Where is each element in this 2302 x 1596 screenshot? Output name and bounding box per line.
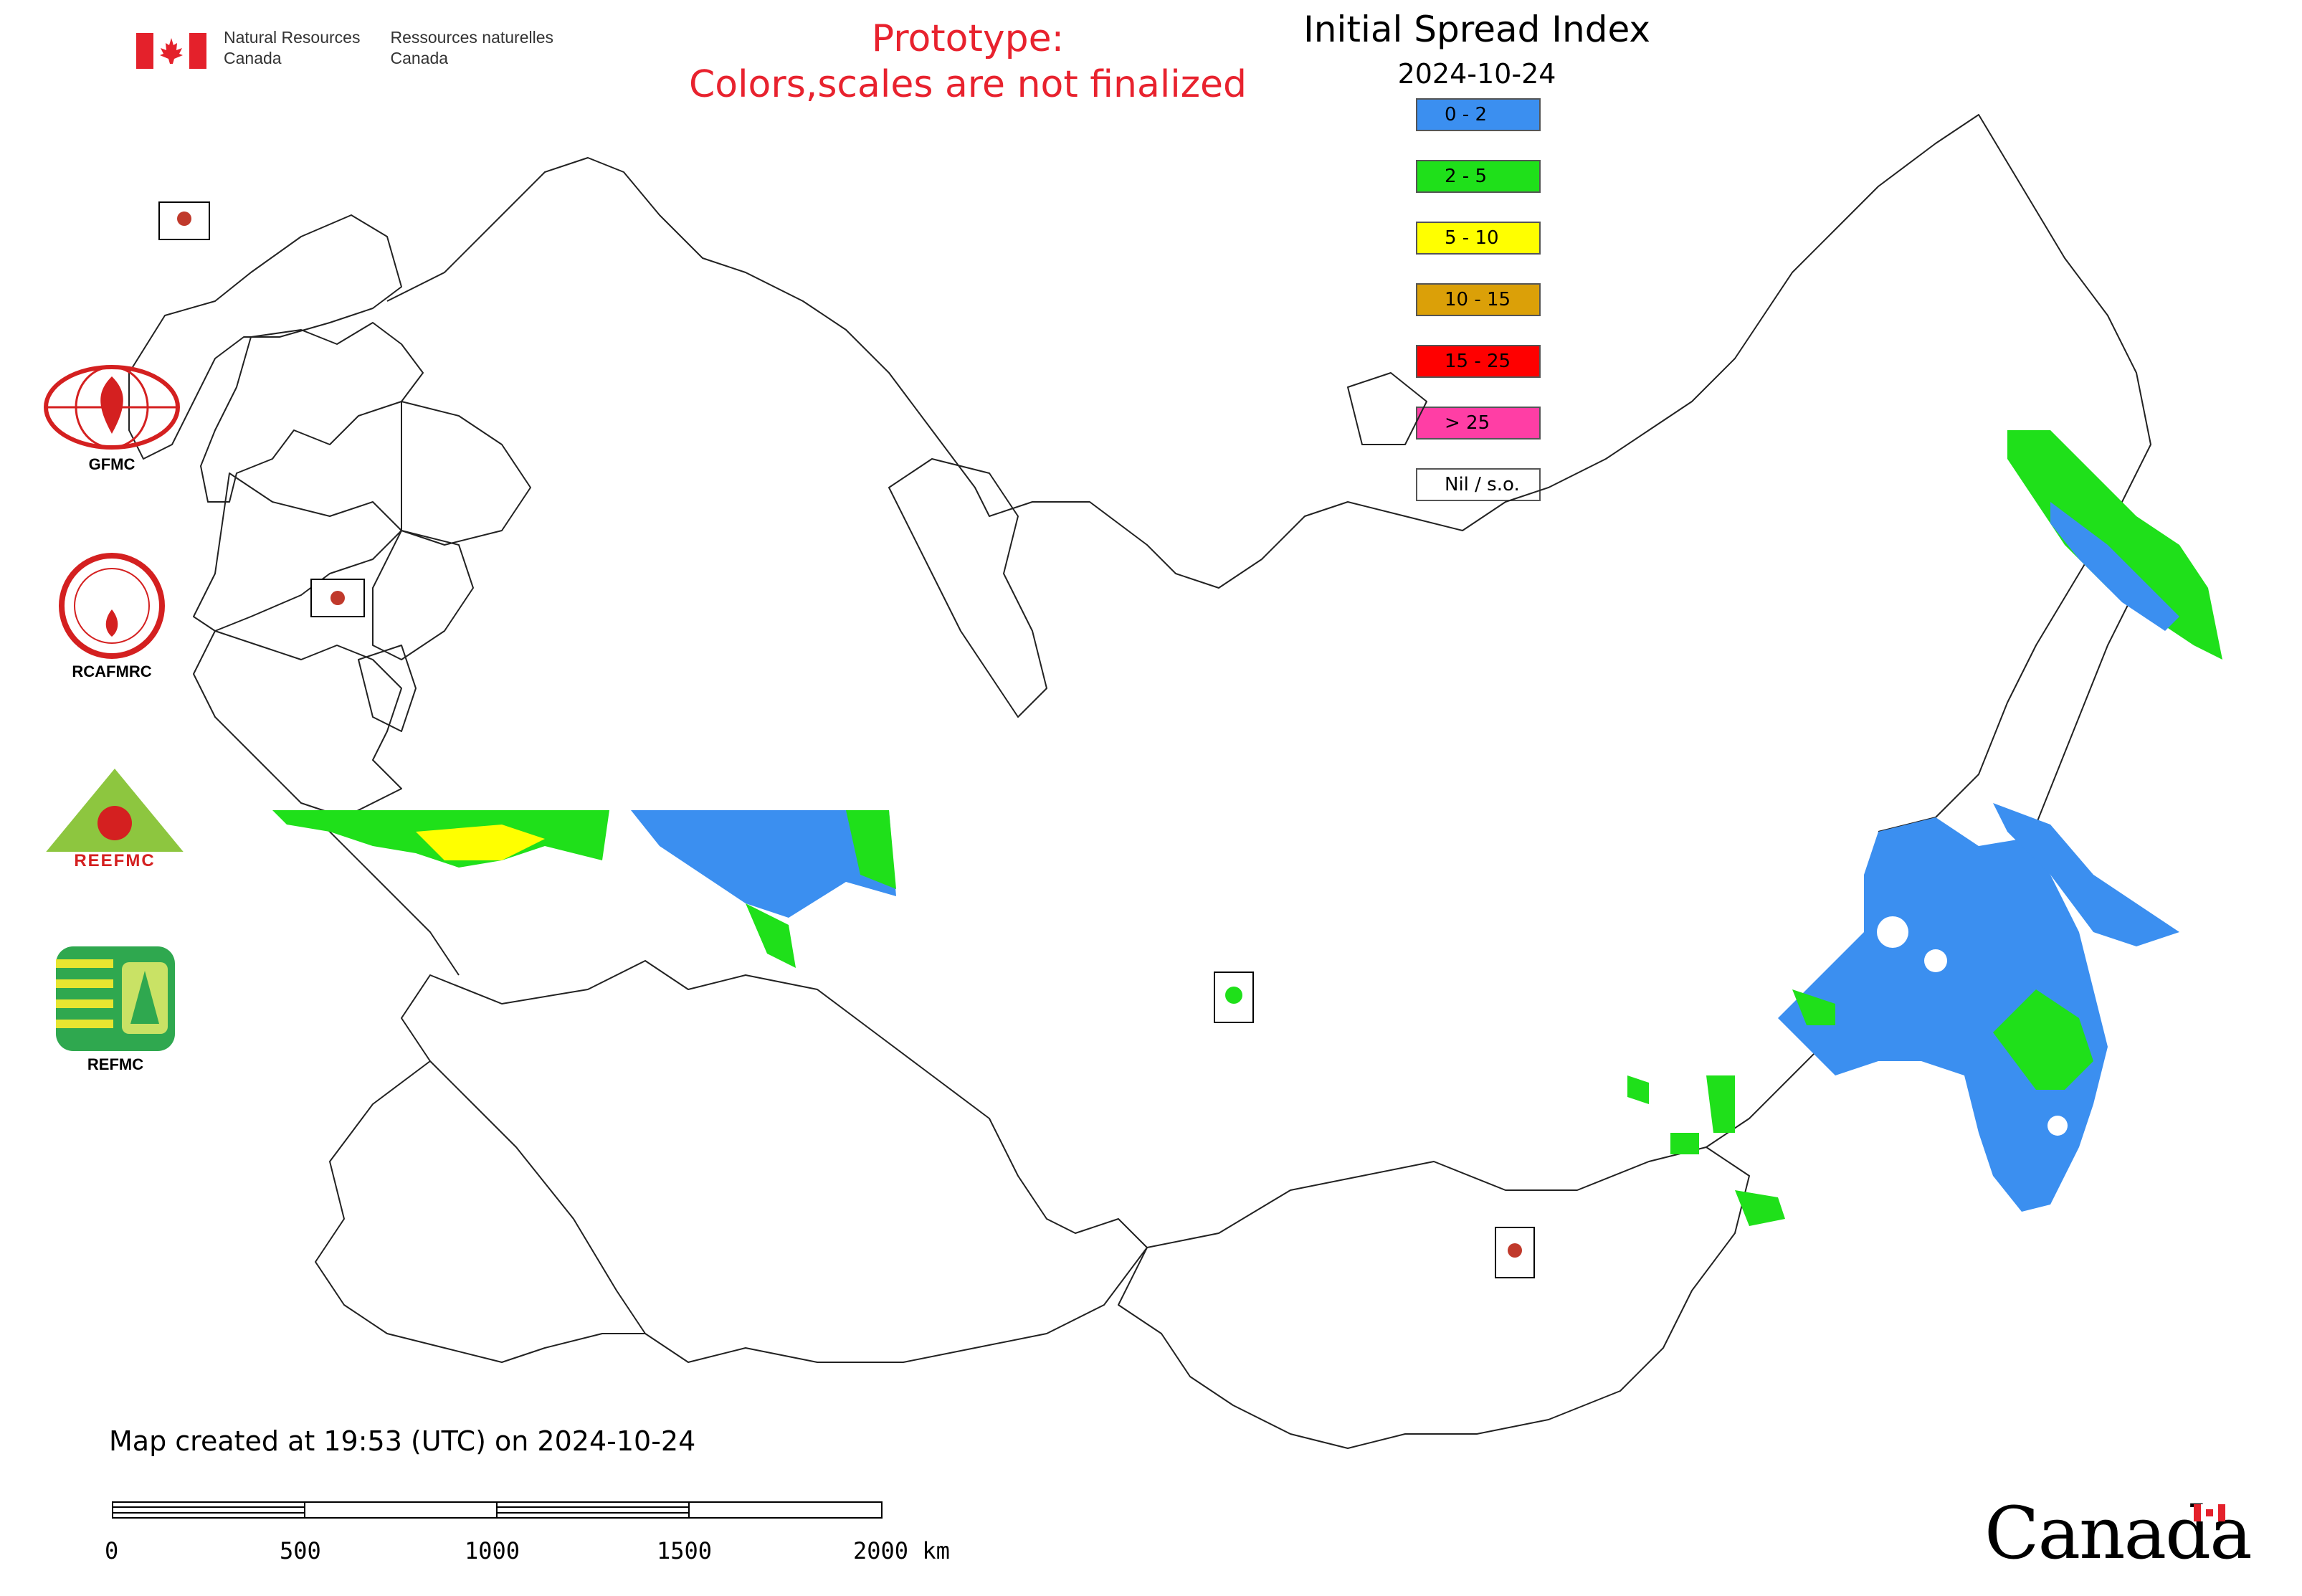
legend-label: 5 - 10 (1445, 227, 1499, 249)
scale-bar (112, 1501, 883, 1519)
scale-tick-0: 0 (105, 1537, 119, 1564)
legend-label: 2 - 5 (1445, 166, 1487, 187)
legend-item-6: Nil / s.o. (1416, 468, 1541, 501)
legend-item-4: 15 - 25 (1416, 345, 1541, 378)
reefmc-wordmark: REEFMC (74, 851, 155, 870)
rcafmrc-emblem-icon (59, 553, 165, 659)
scale-tick-1500: 1500 (657, 1537, 713, 1564)
canada-flag-icon (136, 33, 206, 69)
refmc-label: REFMC (87, 1055, 144, 1073)
notice-line1: Prototype: (871, 17, 1065, 60)
org-name-en: Natural Resources Canada (224, 27, 360, 69)
org-fr-line1: Ressources naturelles (390, 28, 554, 47)
prototype-notice: Prototype: Colors,scales are not finaliz… (645, 16, 1290, 108)
org-en-line1: Natural Resources (224, 28, 361, 47)
map-title: Initial Spread Index (1303, 9, 1650, 50)
org-en-line2: Canada (224, 49, 282, 67)
map-created-text: Map created at 19:53 (UTC) on 2024-10-24 (109, 1425, 696, 1457)
reefmc-triangle-icon: REEFMC (40, 769, 189, 870)
legend-label: 15 - 25 (1445, 351, 1511, 372)
scale-tick-1000: 1000 (465, 1537, 520, 1564)
refmc-logo: REFMC (54, 945, 184, 1074)
scale-tick-2000: 2000 km (853, 1537, 950, 1564)
refmc-emblem-icon (56, 946, 175, 1051)
map-date: 2024-10-24 (1397, 58, 1556, 90)
legend-label: 10 - 15 (1445, 289, 1511, 310)
reefmc-logo: REEFMC (36, 766, 194, 876)
wordmark-flag-icon (2194, 1504, 2225, 1521)
notice-line2: Colors,scales are not finalized (688, 63, 1247, 106)
gfmc-globe-icon (44, 365, 180, 450)
gfmc-logo: GFMC (40, 362, 184, 474)
legend-label: 0 - 2 (1445, 104, 1487, 125)
org-name-fr: Ressources naturelles Canada (390, 27, 553, 69)
legend-label: > 25 (1445, 412, 1490, 434)
legend-label: Nil / s.o. (1445, 474, 1520, 495)
legend-item-1: 2 - 5 (1416, 160, 1541, 193)
legend-item-0: 0 - 2 (1416, 98, 1541, 131)
nrcan-signature: Natural Resources Canada Ressources natu… (136, 27, 566, 69)
legend-item-3: 10 - 15 (1416, 283, 1541, 316)
scale-tick-500: 500 (280, 1537, 321, 1564)
org-fr-line2: Canada (390, 49, 449, 67)
legend-item-5: > 25 (1416, 407, 1541, 440)
gfmc-label: GFMC (88, 455, 135, 473)
rcafmrc-logo: RCAFMRC (47, 552, 176, 681)
legend-item-2: 5 - 10 (1416, 222, 1541, 255)
legend: 0 - 2 2 - 5 5 - 10 10 - 15 15 - 25 > 25 … (1416, 98, 1541, 530)
rcafmrc-label: RCAFMRC (72, 662, 152, 680)
